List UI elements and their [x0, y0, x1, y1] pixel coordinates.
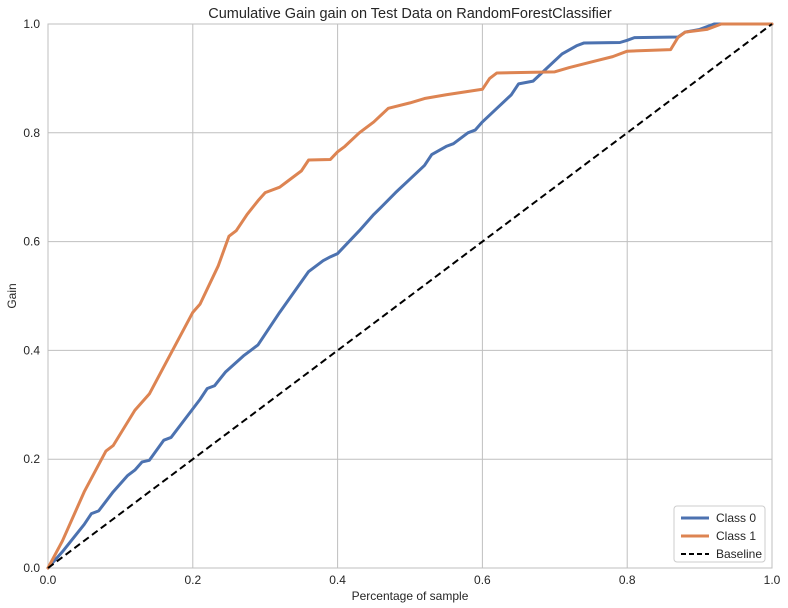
x-tick-label: 0.0: [40, 573, 57, 587]
y-tick-label: 0.0: [23, 561, 40, 575]
legend-label: Class 0: [716, 511, 756, 525]
legend: Class 0 Class 1 Baseline: [673, 505, 766, 563]
x-tick-label: 0.4: [329, 573, 346, 587]
legend-label: Baseline: [716, 547, 762, 561]
series-line-baseline: [47, 23, 773, 569]
x-tick-label: 1.0: [764, 573, 781, 587]
tick-labels: 0.0 0.2 0.4 0.6 0.8 1.0 0.0 0.2 0.4 0.6 0.8 1.0: [23, 17, 780, 587]
grid-lines: [47, 23, 773, 569]
y-axis-label: Gain: [5, 283, 19, 308]
y-tick-label: 0.6: [23, 235, 40, 249]
y-tick-label: 0.2: [23, 452, 40, 466]
y-tick-label: 0.8: [23, 126, 40, 140]
y-tick-label: 0.4: [23, 343, 40, 357]
x-axis-label: Percentage of sample: [352, 589, 469, 603]
series-lines: [46, 22, 774, 570]
legend-items: Class 0 Class 1 Baseline: [681, 511, 762, 561]
series-line-class-0: [46, 22, 774, 570]
plot-frame: [47, 23, 773, 569]
legend-box: [673, 505, 766, 563]
y-tick-label: 1.0: [23, 17, 40, 31]
x-tick-label: 0.6: [474, 573, 491, 587]
legend-label: Class 1: [716, 529, 756, 543]
series-line-class-1: [46, 22, 774, 570]
x-tick-label: 0.2: [184, 573, 201, 587]
x-tick-label: 0.8: [619, 573, 636, 587]
chart-title: Cumulative Gain gain on Test Data on Ran…: [208, 6, 612, 22]
